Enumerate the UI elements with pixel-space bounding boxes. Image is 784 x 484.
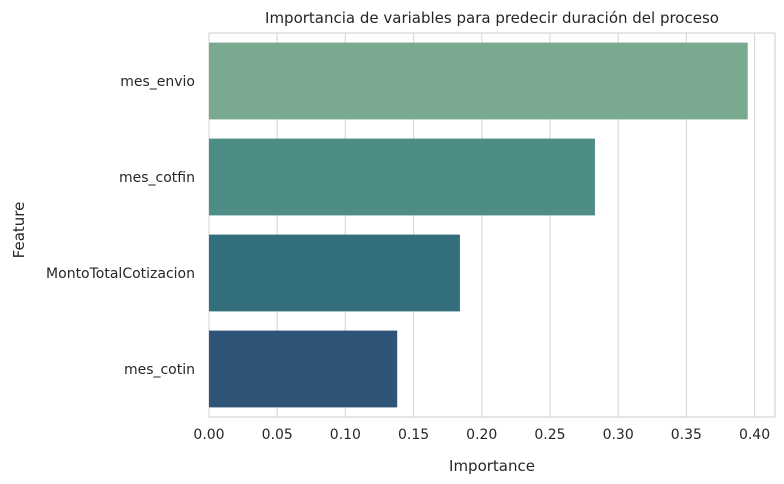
y-tick-label: mes_cotin	[124, 362, 195, 378]
x-tick-label: 0.35	[671, 427, 702, 443]
chart-title: Importancia de variables para predecir d…	[265, 9, 719, 27]
x-tick-label: 0.25	[534, 427, 565, 443]
x-tick-label: 0.30	[603, 427, 634, 443]
x-axis-label: Importance	[449, 457, 535, 475]
bar-montototalcotizacion	[209, 234, 460, 312]
y-axis-label: Feature	[10, 202, 28, 259]
y-tick-label: MontoTotalCotizacion	[46, 266, 195, 282]
x-tick-label: 0.20	[466, 427, 497, 443]
x-tick-label: 0.10	[330, 427, 361, 443]
y-tick-label: mes_cotfin	[119, 170, 195, 186]
bar-mes_cotin	[209, 330, 398, 408]
x-tick-label: 0.00	[193, 427, 224, 443]
y-tick-label: mes_envio	[120, 74, 195, 90]
x-tick-label: 0.40	[739, 427, 770, 443]
bar-mes_envio	[209, 42, 748, 120]
y-tick-labels: mes_envio mes_cotfin MontoTotalCotizacion m…	[46, 74, 195, 378]
x-tick-label: 0.05	[262, 427, 293, 443]
x-tick-labels: 0.00 0.05 0.10 0.15 0.20 0.25 0.30 0.35 0.40	[193, 427, 770, 443]
x-tick-label: 0.15	[398, 427, 429, 443]
bar-mes_cotfin	[209, 138, 595, 216]
bars	[209, 42, 748, 408]
